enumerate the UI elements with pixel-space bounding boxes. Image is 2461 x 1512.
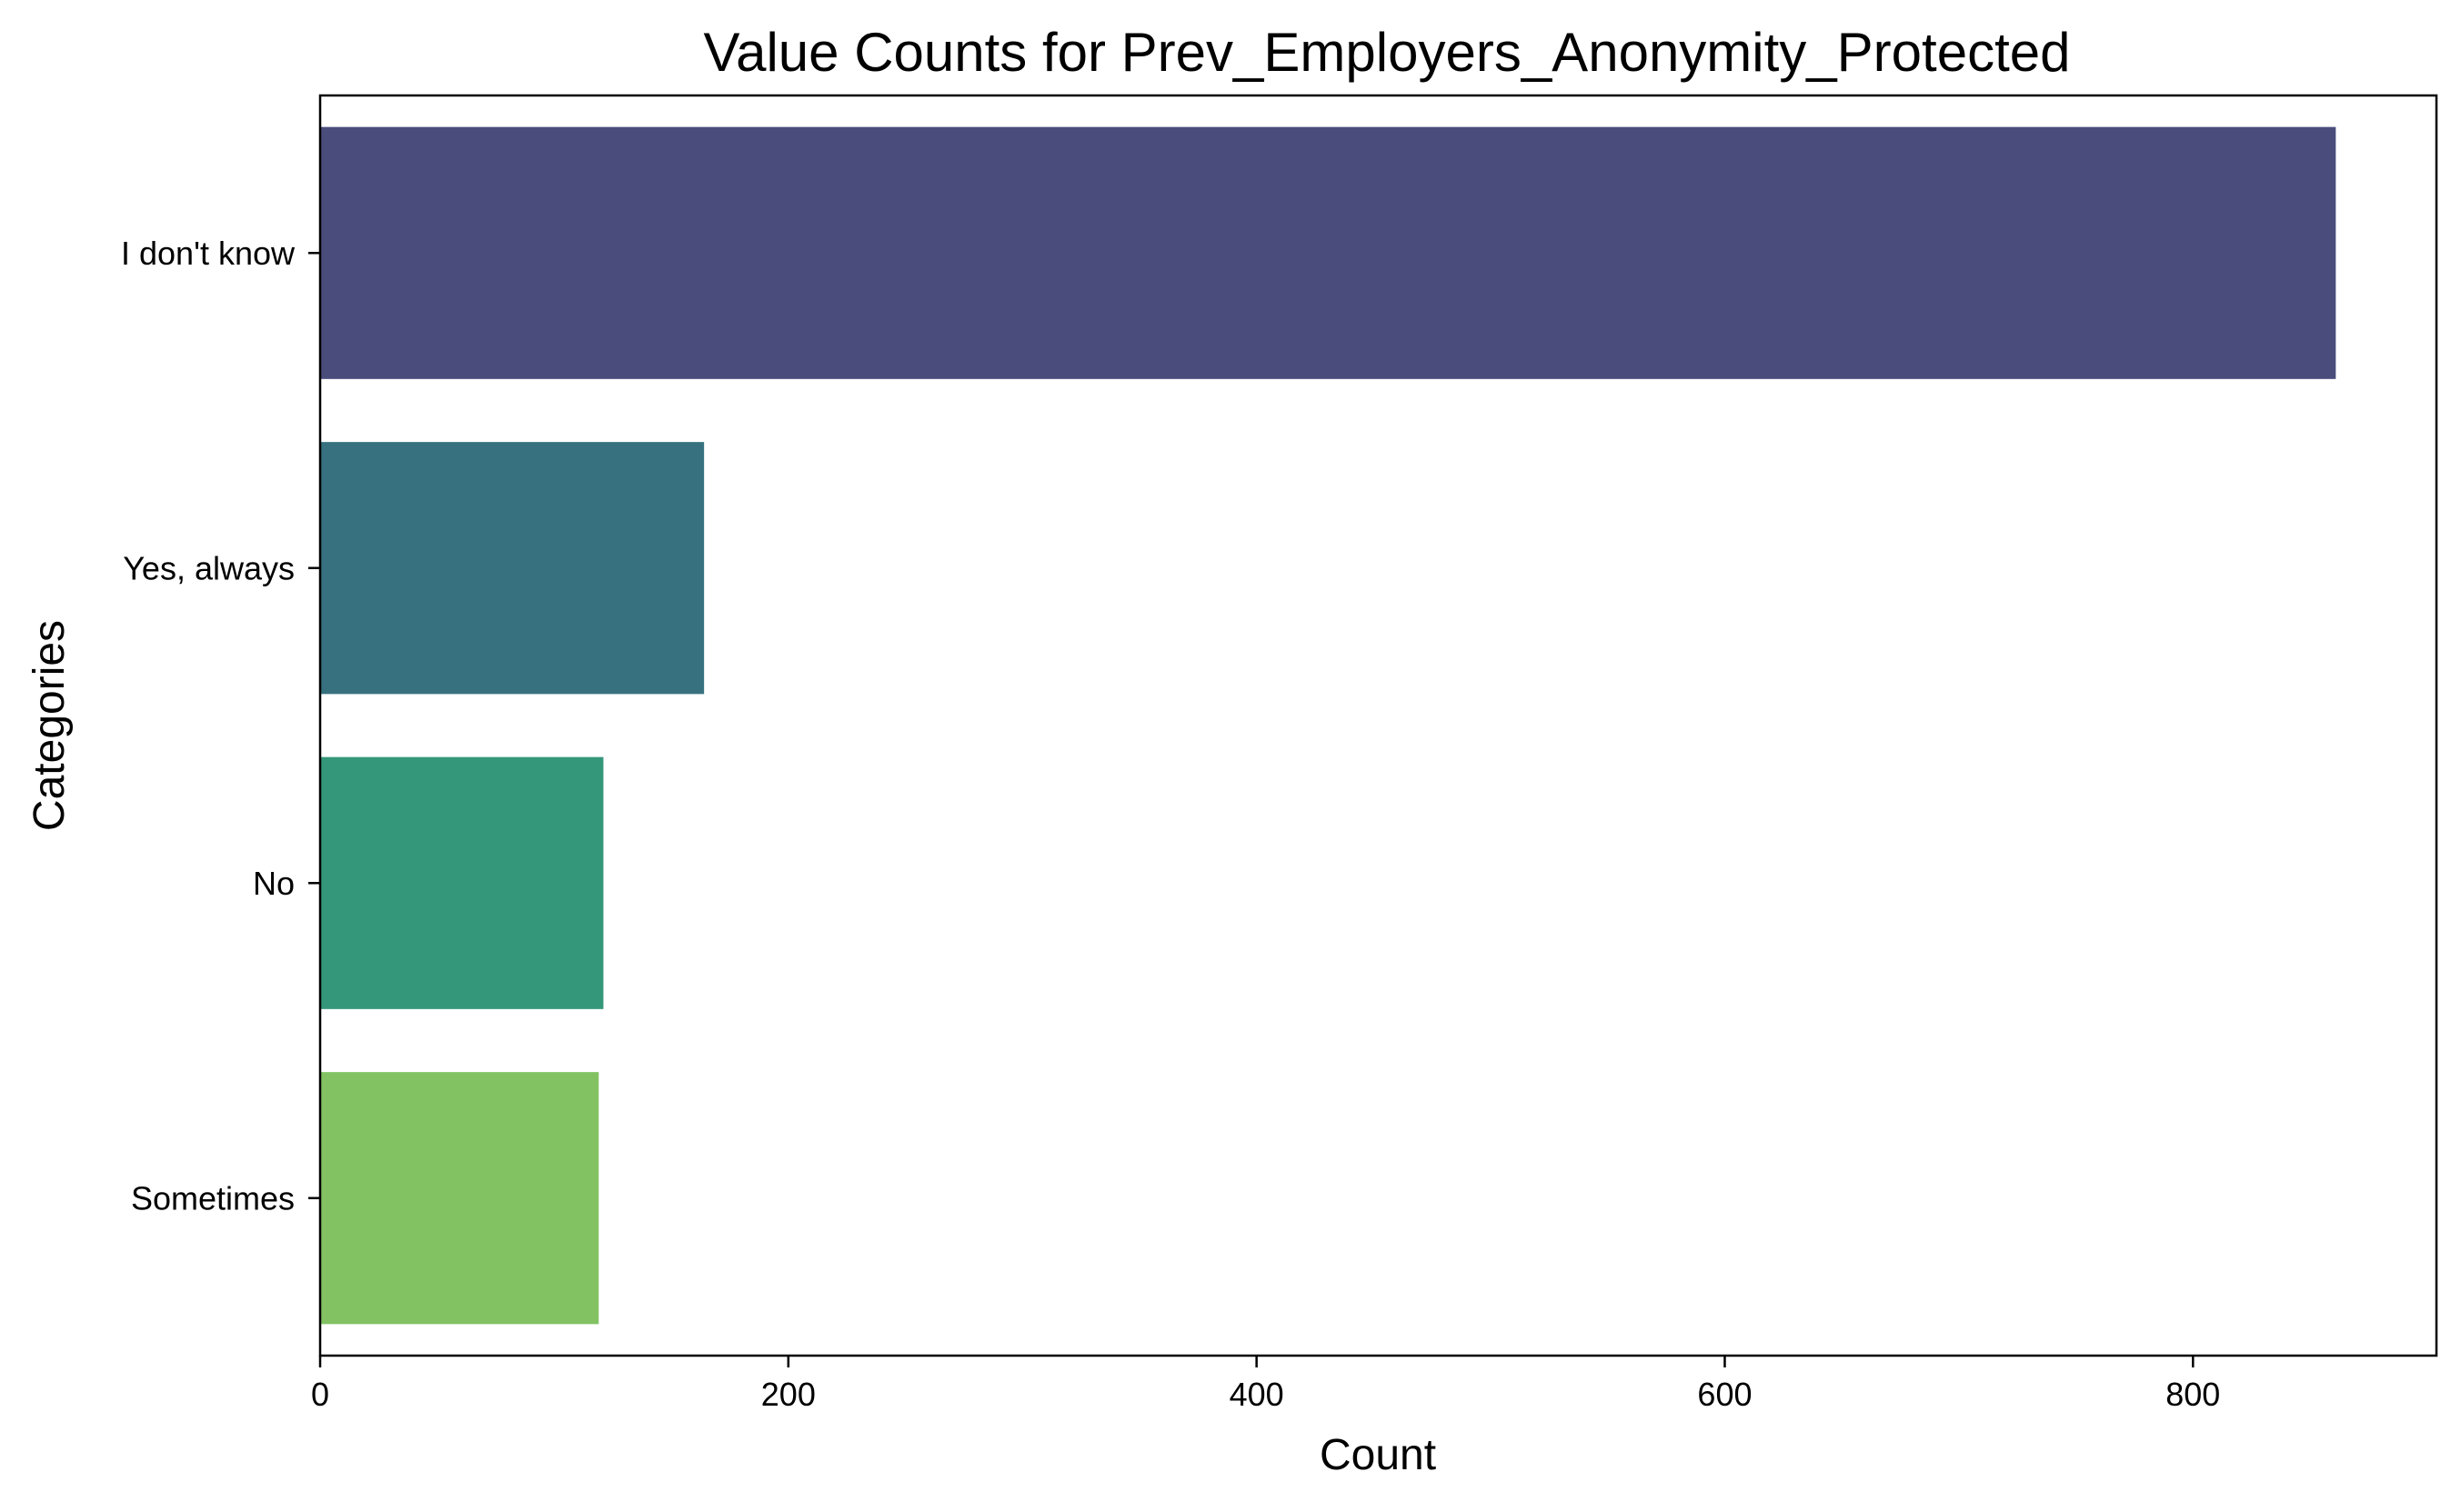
x-tick-label: 400 bbox=[1230, 1376, 1284, 1413]
bars-group bbox=[320, 126, 2336, 1325]
y-axis-ticks: I don't know Yes, always No Sometimes bbox=[121, 235, 320, 1217]
bar-3 bbox=[320, 1072, 599, 1325]
x-axis-label: Count bbox=[1320, 1431, 1436, 1479]
x-tick-label: 800 bbox=[2165, 1376, 2220, 1413]
y-tick-label: I don't know bbox=[121, 235, 296, 272]
x-axis-ticks: 0 200 400 600 800 bbox=[311, 1356, 2220, 1413]
plot-area-frame bbox=[318, 94, 2438, 1357]
chart-title: Value Counts for Prev_Employers_Anonymit… bbox=[704, 22, 2071, 83]
bar-0 bbox=[320, 126, 2336, 379]
x-tick-label: 600 bbox=[1697, 1376, 1752, 1413]
bar-1 bbox=[320, 442, 705, 695]
y-tick-label: Yes, always bbox=[123, 549, 295, 586]
x-tick-label: 200 bbox=[761, 1376, 816, 1413]
x-tick-label: 0 bbox=[311, 1376, 329, 1413]
y-tick-label: Sometimes bbox=[131, 1179, 295, 1217]
bar-2 bbox=[320, 756, 604, 1009]
y-tick-label: No bbox=[253, 865, 295, 902]
y-axis-label: Categories bbox=[25, 620, 74, 831]
